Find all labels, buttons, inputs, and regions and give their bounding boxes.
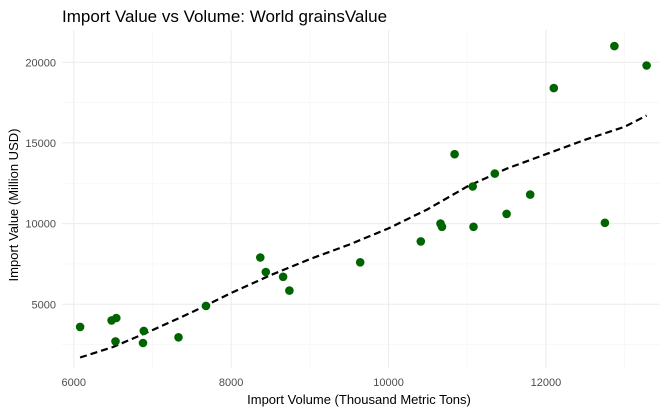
y-axis-label: Import Value (Million USD)	[6, 129, 21, 282]
data-point	[138, 338, 148, 348]
grid	[62, 30, 660, 368]
y-tick-label: 5000	[32, 299, 56, 311]
data-point	[610, 41, 619, 51]
data-point	[490, 169, 500, 178]
data-point	[600, 218, 610, 228]
x-tick-label: 12000	[531, 377, 562, 389]
data-point	[549, 83, 559, 93]
chart-title: Import Value vs Volume: World grainsValu…	[62, 7, 387, 26]
data-point	[278, 272, 288, 282]
data-point	[502, 209, 511, 219]
data-point	[255, 253, 265, 262]
x-tick-label: 6000	[62, 377, 86, 389]
data-point	[75, 322, 85, 332]
data-points	[75, 41, 651, 348]
data-point	[261, 267, 271, 277]
data-point	[174, 333, 183, 342]
data-point	[355, 258, 365, 267]
x-tick-label: 8000	[219, 377, 243, 389]
data-point	[416, 237, 426, 246]
data-point	[139, 326, 149, 336]
data-point	[525, 190, 535, 199]
x-axis-ticks: 6000 8000 10000 12000	[62, 377, 562, 389]
x-axis-label: Import Volume (Thousand Metric Tons)	[247, 392, 471, 407]
data-point	[468, 182, 478, 191]
data-point	[642, 61, 651, 70]
y-tick-label: 15000	[25, 138, 56, 150]
data-point	[201, 301, 211, 311]
y-axis-ticks: 5000 10000 15000 20000	[25, 57, 56, 311]
x-tick-label: 10000	[373, 377, 404, 389]
y-tick-label: 10000	[25, 219, 56, 231]
y-tick-label: 20000	[25, 57, 56, 69]
trend-line-group	[79, 114, 648, 359]
data-point	[111, 337, 120, 346]
data-point	[285, 286, 294, 295]
data-point	[112, 313, 121, 323]
trend-line	[79, 114, 648, 359]
data-point	[469, 222, 478, 232]
data-point	[450, 149, 459, 159]
data-point	[437, 222, 447, 232]
